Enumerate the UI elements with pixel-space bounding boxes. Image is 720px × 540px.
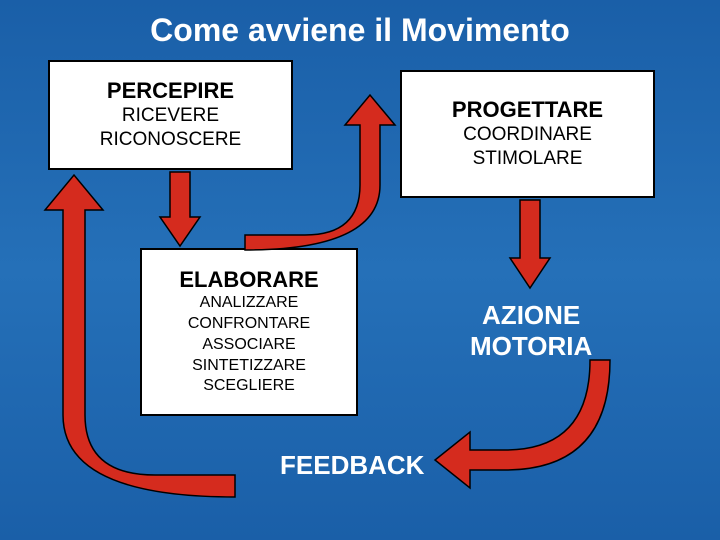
- arrow-azione-to-feedback: [435, 360, 630, 495]
- label-azione-line1: AZIONE: [470, 300, 592, 331]
- page-title: Come avviene il Movimento: [0, 12, 720, 49]
- box-progettare-sub1: COORDINARE: [463, 123, 592, 147]
- label-azione-line2: MOTORIA: [470, 331, 592, 362]
- box-progettare-header: PROGETTARE: [452, 97, 603, 123]
- box-progettare-sub2: STIMOLARE: [473, 147, 583, 171]
- label-azione-motoria: AZIONE MOTORIA: [470, 300, 592, 362]
- box-percepire-sub1: RICEVERE: [122, 104, 219, 128]
- box-percepire-sub2: RICONOSCERE: [100, 128, 241, 152]
- box-progettare: PROGETTARE COORDINARE STIMOLARE: [400, 70, 655, 198]
- box-percepire-header: PERCEPIRE: [107, 78, 234, 104]
- arrow-elaborare-to-progettare: [245, 95, 400, 250]
- arrow-progettare-to-azione: [510, 200, 550, 290]
- label-feedback: FEEDBACK: [280, 450, 424, 481]
- arrow-feedback-to-percepire: [45, 175, 235, 515]
